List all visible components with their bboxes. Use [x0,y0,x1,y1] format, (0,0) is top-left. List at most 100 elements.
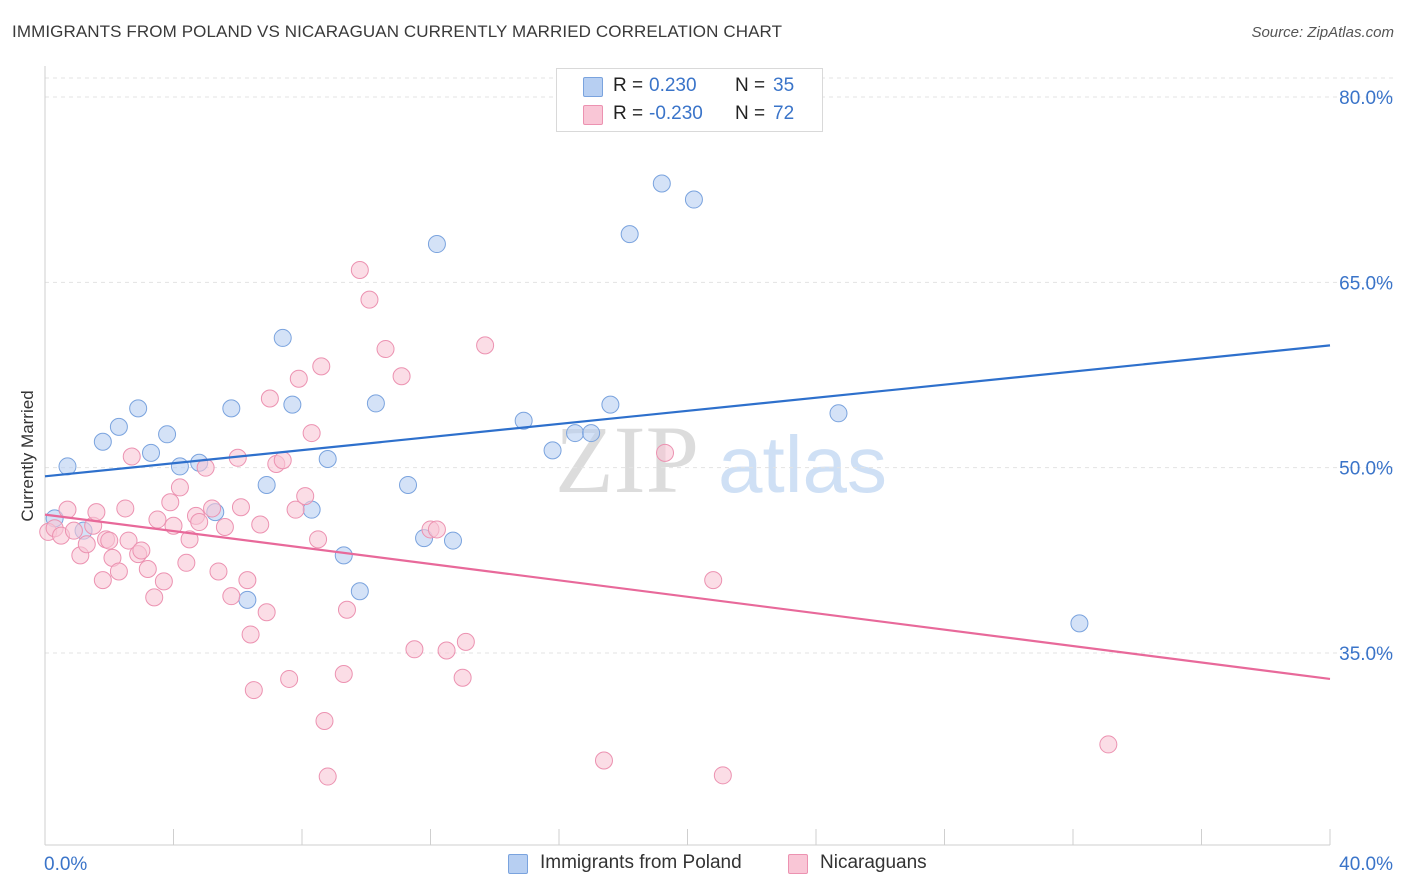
nicaraguan-point [656,443,675,462]
nicaraguan-point [222,587,241,606]
y-tick-labels: 35.0% 50.0% 65.0% 80.0% [1339,88,1393,665]
trend-lines [44,344,1331,681]
chart-title: IMMIGRANTS FROM POLAND VS NICARAGUAN CUR… [12,22,783,41]
nicaraguan-point [257,603,276,622]
nicaraguan-point [180,530,199,549]
nicaraguan-point [312,357,331,376]
nicaraguan-point [260,389,279,408]
nicaraguan-point [161,493,180,512]
legend-label: Nicaraguans [820,852,927,873]
gridlines [45,77,1393,654]
poland-trend-line [44,344,1331,478]
poland-point [543,441,562,460]
nicaraguan-point [209,562,228,581]
poland-point [566,424,585,443]
nicaraguan-point [296,487,315,506]
nicaraguan-point [405,640,424,659]
poland-point [601,395,620,414]
poland-point [652,174,671,193]
axes [44,66,1331,846]
nicaraguan-point [302,424,321,443]
nicaraguan-point [87,503,106,522]
n-value: 72 [773,103,795,124]
nicaraguan-point [315,711,334,730]
nicaraguan-point [280,669,299,688]
poland-point [318,450,337,469]
nicaraguan-point [476,336,495,355]
poland-point [366,394,385,413]
nicaraguan-point [77,535,96,554]
poland-point [109,417,128,436]
watermark-atlas: atlas [718,420,887,509]
nicaraguan-point [64,521,83,540]
nicaraguans-swatch [788,854,808,874]
nicaraguan-point [453,668,472,687]
r-label: R = [613,103,644,124]
nicaraguan-point [251,515,270,534]
nicaraguan-point [273,451,292,470]
poland-point [427,235,446,254]
poland-swatch [583,77,603,97]
nicaraguan-point [93,571,112,590]
poland-point [93,432,112,451]
nicaraguan-point [148,510,167,529]
nicaraguan-point [116,499,135,518]
nicaraguan-point [309,530,328,549]
poland-point [620,225,639,244]
poland-point [129,399,148,418]
nicaraguan-point [427,520,446,539]
nicaraguan-point [376,340,395,359]
nicaraguan-point [241,625,260,644]
nicaraguan-point [177,553,196,572]
y-tick-label: 65.0% [1339,273,1393,294]
nicaraguan-point [122,447,141,466]
poland-point [684,190,703,209]
poland-point [273,328,292,347]
nicaraguan-point [360,290,379,309]
nicaraguan-point [238,571,257,590]
nicaraguan-point [132,541,151,560]
y-tick-label: 80.0% [1339,88,1393,109]
nicaraguan-point [334,665,353,684]
x-tick-labels: 0.0% 40.0% [44,854,1393,875]
poland-point [514,411,533,430]
r-value: 0.230 [649,75,697,96]
poland-point [399,475,418,494]
nicaraguan-point [145,588,164,607]
watermark-zip: ZIP [555,406,699,513]
y-tick-label: 35.0% [1339,644,1393,665]
nicaraguan-point [289,369,308,388]
poland-point [257,475,276,494]
r-label: R = [613,75,644,96]
nicaraguan-point [100,531,119,550]
r-value: -0.230 [649,103,703,124]
nicaraguan-point [231,498,250,517]
poland-point [158,425,177,444]
y-axis-label: Currently Married [18,390,37,521]
nicaraguan-point [437,641,456,660]
poland-point [170,457,189,476]
nicaraguan-point [392,367,411,386]
nicaraguan-point [704,571,723,590]
nicaraguan-trend-line [44,513,1331,681]
nicaraguan-point [119,531,138,550]
nicaraguan-point [286,500,305,519]
correlation-legend: R = 0.230 N = 35 R = -0.230 N = 72 [556,68,823,132]
nicaraguan-point [196,458,215,477]
poland-point [350,582,369,601]
nicaraguan-point [337,600,356,619]
poland-point [1070,614,1089,633]
poland-point [443,531,462,550]
nicaraguan-point [215,517,234,536]
nicaraguan-point [203,499,222,518]
nicaraguans-swatch [583,105,603,125]
nicaraguan-point [154,572,173,591]
poland-point [334,546,353,565]
data-points [39,174,1118,786]
legend-label: Immigrants from Poland [540,852,742,873]
nicaraguan-point [138,559,157,578]
poland-swatch [508,854,528,874]
y-tick-label: 50.0% [1339,459,1393,480]
poland-point [222,399,241,418]
